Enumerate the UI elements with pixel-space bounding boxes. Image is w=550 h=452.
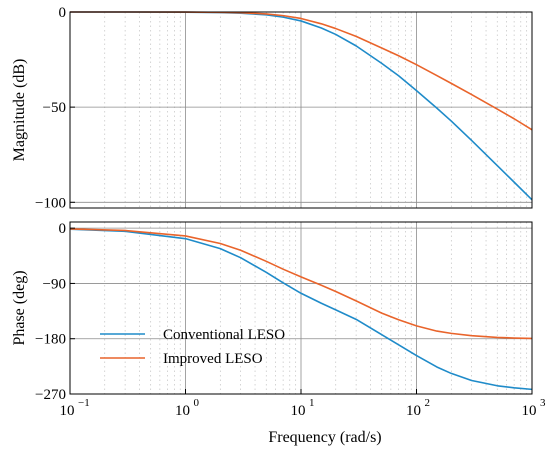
phase-y-ticks: 0 −90 −180 −270 xyxy=(35,221,75,403)
undefined-ytick-label: −50 xyxy=(43,100,66,116)
x-tick-exponent: 0 xyxy=(194,397,200,409)
phase-ylabel: Phase (deg) xyxy=(11,270,28,345)
x-tick-exponent: 3 xyxy=(540,397,546,409)
x-axis-label: Frequency (rad/s) xyxy=(268,429,381,446)
x-tick-label: 10 xyxy=(406,403,421,419)
phase-panel: 0 −90 −180 −270 Phase (deg) Conventional LE… xyxy=(11,221,533,403)
x-tick-label: 10 xyxy=(522,403,537,419)
undefined-series-improved xyxy=(69,228,533,340)
phase-grid xyxy=(70,222,532,394)
phase-series xyxy=(69,228,533,391)
magnitude-frame xyxy=(69,11,533,209)
magnitude-y-ticks: 0 −50 −100 xyxy=(35,5,75,211)
undefined-ytick-label: 0 xyxy=(59,5,67,21)
x-tick-label: 10 xyxy=(291,403,306,419)
magnitude-grid xyxy=(70,12,532,208)
legend-label-conventional: Conventional LESO xyxy=(163,327,285,343)
magnitude-panel: 0 −50 −100 Magnitude (dB) xyxy=(11,5,533,211)
undefined-series-conventional xyxy=(69,228,533,391)
undefined-ytick-label: −180 xyxy=(35,332,66,348)
magnitude-ylabel: Magnitude (dB) xyxy=(11,59,28,162)
x-tick-exponent: 2 xyxy=(425,397,431,409)
undefined-ytick-label: −100 xyxy=(35,195,66,211)
x-axis-ticks: 10 −1 10 0 10 1 10 2 10 3 xyxy=(60,389,546,419)
x-tick-label: 10 xyxy=(60,403,75,419)
x-tick-exponent: −1 xyxy=(78,397,90,409)
x-tick-label: 10 xyxy=(175,403,190,419)
legend-label-improved: Improved LESO xyxy=(163,351,263,367)
undefined-ytick-label: −270 xyxy=(35,387,66,403)
legend: Conventional LESO Improved LESO xyxy=(100,327,285,367)
x-tick-exponent: 1 xyxy=(309,397,315,409)
undefined-ytick-label: −90 xyxy=(43,276,66,292)
undefined-ytick-label: 0 xyxy=(59,221,67,237)
